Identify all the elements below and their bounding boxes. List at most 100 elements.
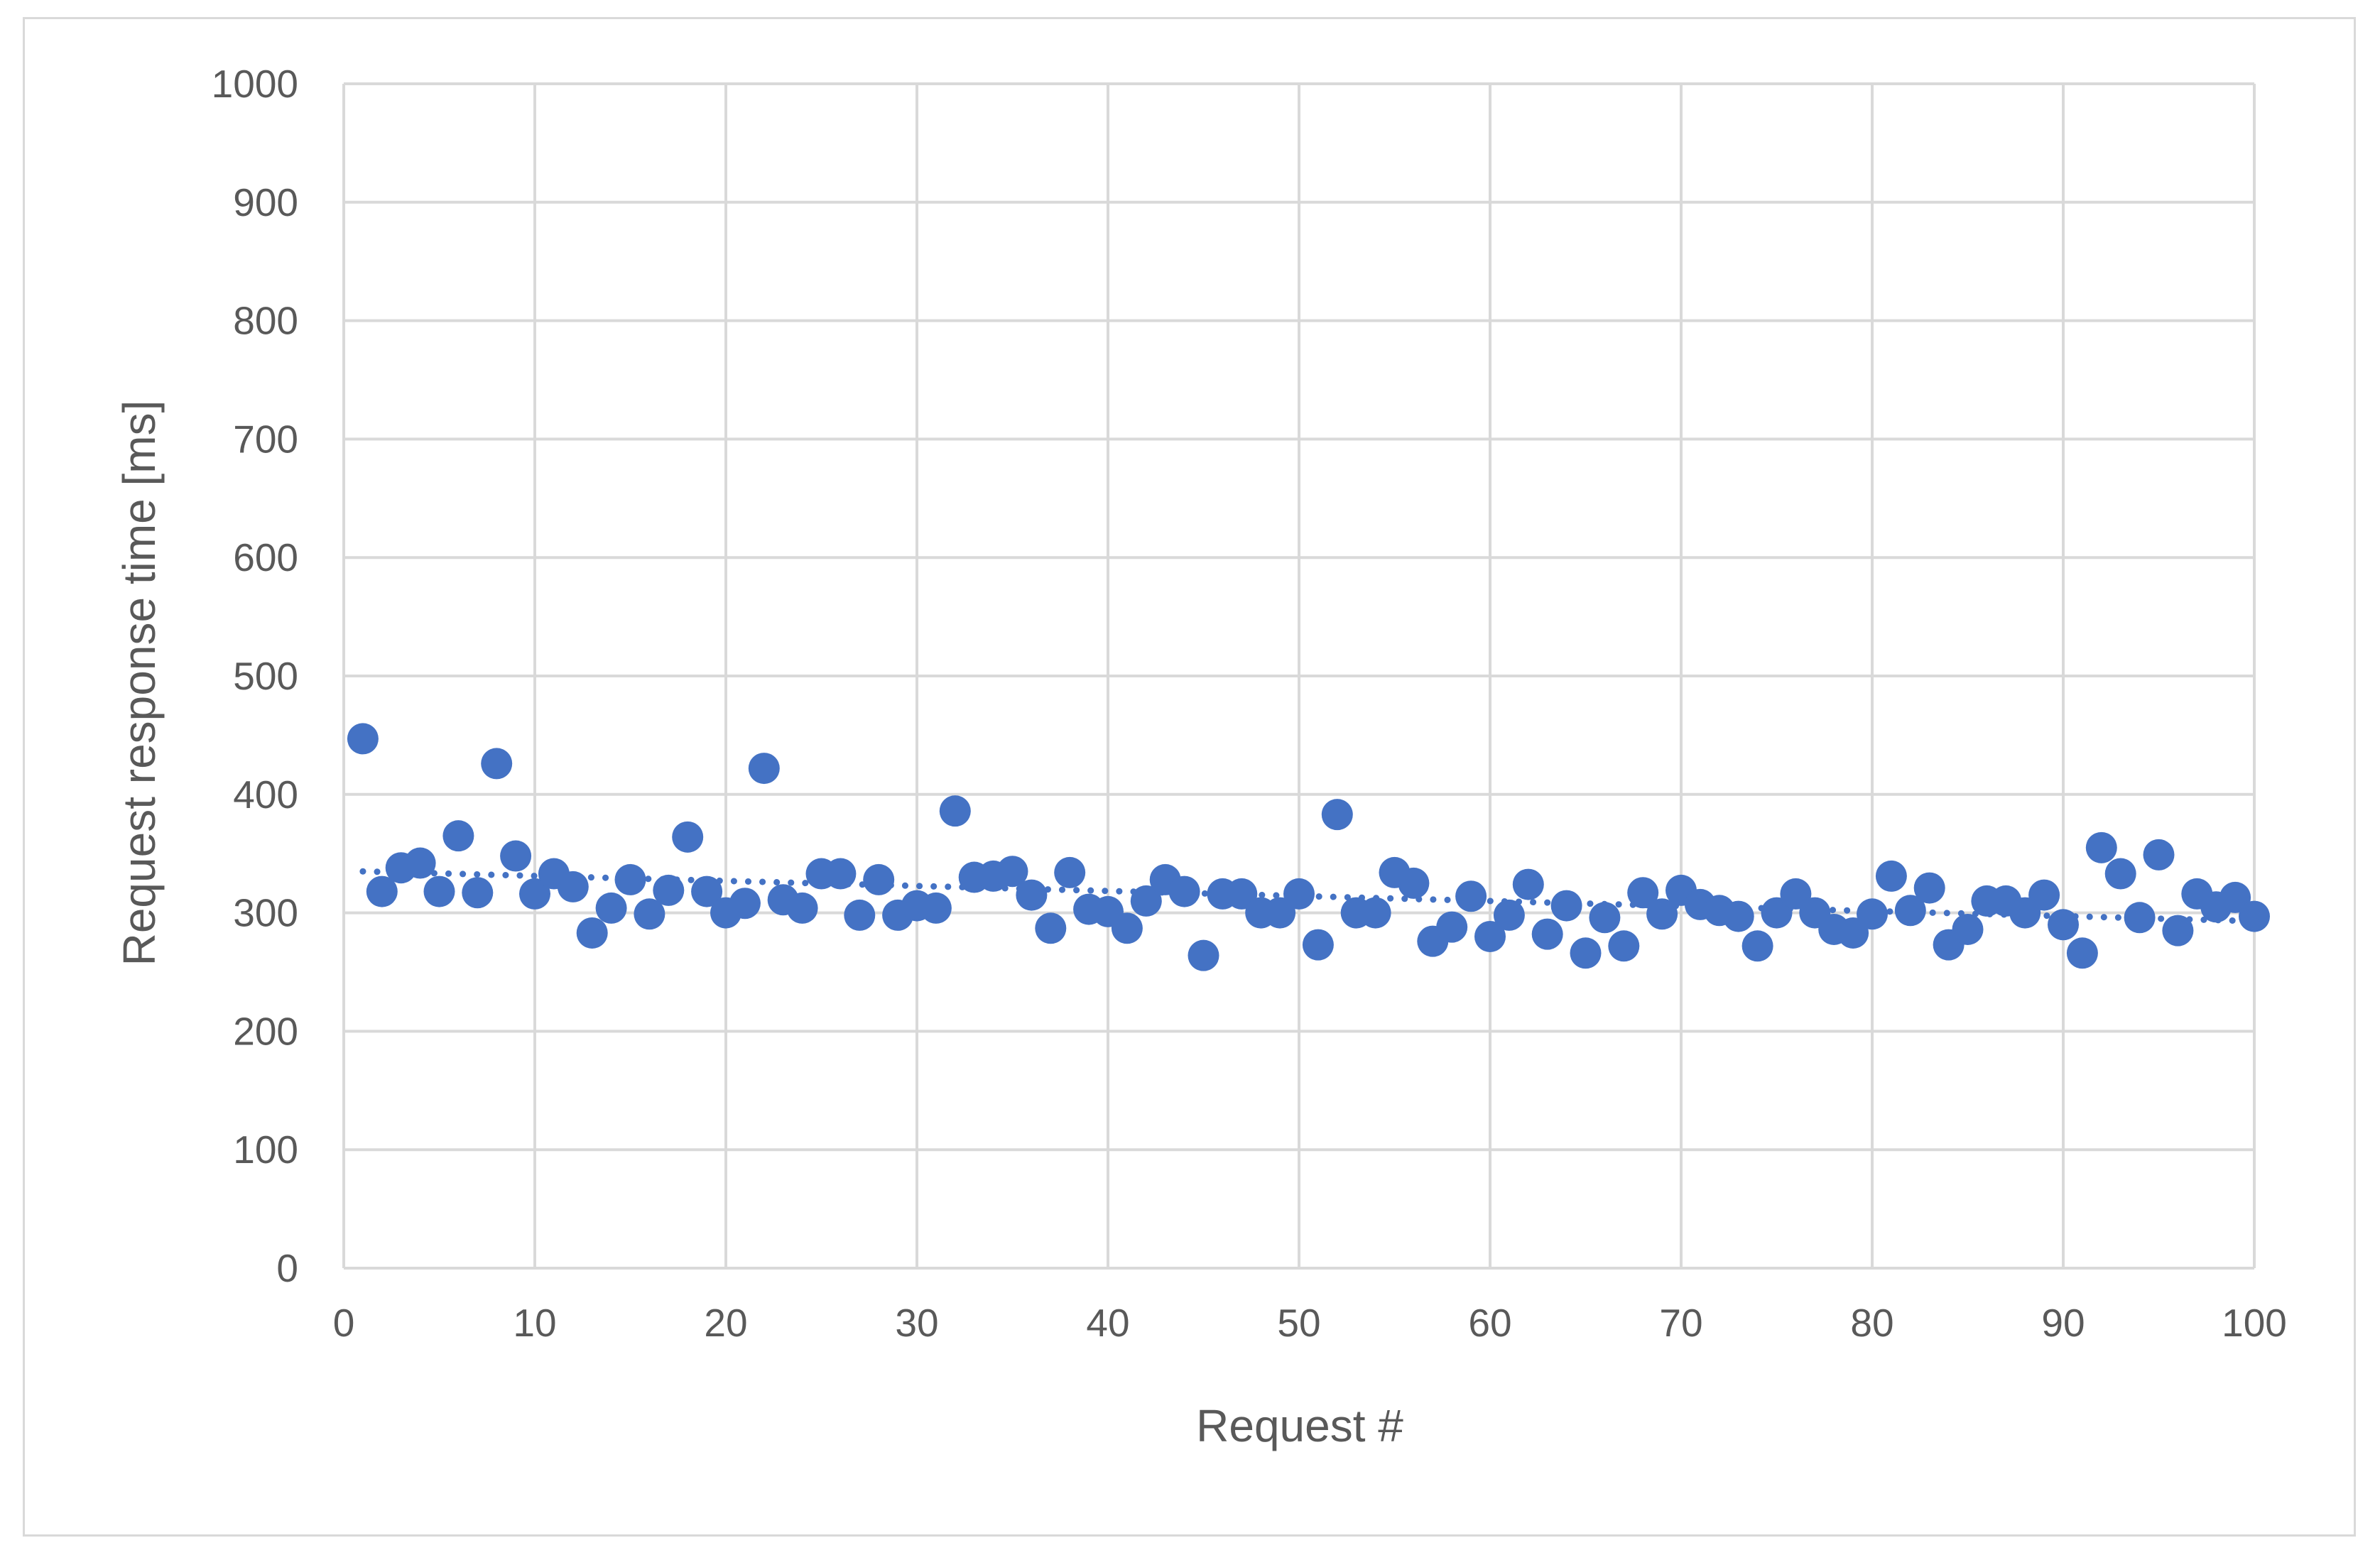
data-point	[1761, 897, 1793, 929]
data-point	[2104, 858, 2136, 890]
data-point	[825, 858, 857, 890]
data-point	[939, 795, 971, 827]
data-point	[404, 847, 436, 879]
data-point	[1264, 897, 1296, 929]
data-point	[462, 877, 494, 909]
y-axis-title: Request response time [ms]	[114, 400, 165, 966]
data-point	[1837, 917, 1869, 949]
data-point	[1627, 877, 1659, 909]
data-point	[614, 863, 646, 895]
x-tick-label: 80	[1850, 1301, 1893, 1345]
data-point	[1570, 937, 1602, 969]
y-tick-label: 500	[233, 654, 298, 698]
x-tick-label: 90	[2041, 1301, 2085, 1345]
data-point	[2239, 900, 2270, 932]
data-point	[1474, 920, 1506, 952]
data-points	[347, 723, 2270, 971]
x-tick-label: 50	[1277, 1301, 1320, 1345]
data-point	[1226, 878, 1258, 910]
y-tick-label: 1000	[212, 62, 298, 106]
y-tick-label: 100	[233, 1128, 298, 1172]
data-point	[442, 820, 474, 852]
data-point	[557, 871, 589, 902]
y-tick-label: 0	[276, 1246, 298, 1290]
data-point	[1016, 879, 1048, 911]
y-tick-label: 200	[233, 1009, 298, 1053]
data-point	[1741, 930, 1773, 962]
x-tick-label: 70	[1659, 1301, 1702, 1345]
data-point	[634, 898, 665, 930]
data-point	[2048, 909, 2079, 941]
data-point	[366, 875, 398, 907]
data-point	[1493, 899, 1525, 931]
data-point	[1111, 912, 1143, 944]
y-tick-label: 600	[233, 535, 298, 579]
data-point	[2085, 831, 2117, 863]
chart-frame	[23, 17, 2356, 1537]
data-point	[500, 840, 532, 872]
data-point	[1035, 912, 1067, 944]
data-point	[1589, 902, 1621, 934]
data-point	[347, 723, 379, 755]
data-point	[2028, 879, 2060, 911]
data-point	[1302, 929, 1334, 961]
x-axis-title: Request #	[1196, 1400, 1403, 1451]
data-point	[2162, 915, 2194, 946]
data-point	[1913, 872, 1945, 904]
x-tick-label: 60	[1468, 1301, 1511, 1345]
data-point	[2143, 839, 2175, 871]
data-point	[672, 821, 704, 853]
y-tick-label: 700	[233, 417, 298, 461]
data-point	[844, 899, 876, 931]
y-tick-label: 800	[233, 299, 298, 343]
data-point	[1188, 939, 1219, 971]
data-point	[1608, 930, 1640, 962]
data-point	[1436, 911, 1468, 943]
data-point	[1054, 856, 1086, 888]
data-point	[1875, 860, 1907, 892]
data-point	[2219, 881, 2251, 913]
x-axis-ticks: 0 10 20 30 40 50 60 70 80 90 100	[333, 1301, 2287, 1345]
data-point	[595, 892, 627, 924]
x-tick-label: 0	[333, 1301, 355, 1345]
data-point	[1780, 878, 1812, 910]
data-point	[729, 888, 761, 920]
data-point	[1168, 875, 1200, 907]
data-point	[996, 856, 1028, 888]
x-tick-label: 100	[2222, 1301, 2287, 1345]
data-point	[423, 875, 455, 907]
data-point	[920, 892, 952, 924]
y-axis-ticks: 0 100 200 300 400 500 600 700 800 900 1000	[212, 62, 298, 1290]
data-point	[1550, 890, 1582, 922]
y-tick-label: 900	[233, 180, 298, 224]
data-point	[1857, 898, 1888, 930]
data-point	[653, 874, 685, 906]
data-point	[1455, 880, 1487, 912]
data-point	[1952, 913, 1984, 945]
data-point	[863, 863, 895, 895]
data-point	[691, 875, 723, 907]
data-point	[1512, 868, 1544, 900]
x-tick-label: 30	[895, 1301, 938, 1345]
data-point	[481, 748, 513, 780]
data-point	[2124, 902, 2156, 934]
data-point	[1130, 885, 1162, 917]
y-tick-label: 400	[233, 773, 298, 817]
data-point	[576, 917, 608, 949]
data-point	[1283, 878, 1315, 910]
gridlines	[342, 82, 2256, 1270]
data-point	[1359, 897, 1391, 929]
x-tick-label: 40	[1086, 1301, 1129, 1345]
data-point	[786, 892, 818, 924]
data-point	[1321, 799, 1353, 831]
data-point	[1894, 895, 1926, 927]
y-tick-label: 300	[233, 891, 298, 935]
data-point	[2066, 937, 2098, 969]
x-tick-label: 20	[704, 1301, 747, 1345]
data-point	[1531, 918, 1563, 950]
x-tick-label: 10	[513, 1301, 556, 1345]
data-point	[1398, 867, 1430, 899]
data-point	[1722, 900, 1754, 932]
data-point	[748, 753, 780, 785]
